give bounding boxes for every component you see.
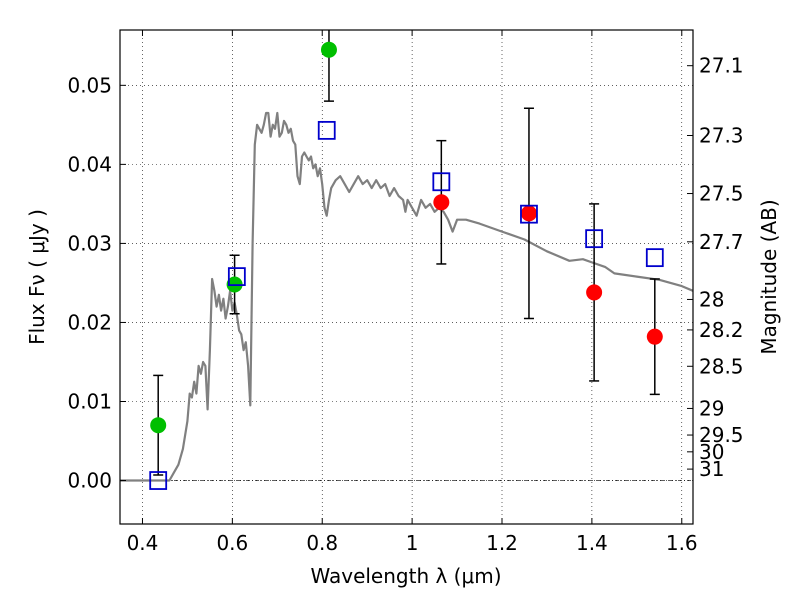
model-flux-point	[520, 204, 538, 224]
right-tick-label: 28.5	[699, 354, 744, 378]
plot-area	[120, 30, 693, 490]
right-tick-label: 29.5	[699, 423, 744, 447]
model-flux-point	[317, 120, 336, 140]
plot-frame	[119, 29, 694, 525]
x-tick-label: 0.4	[127, 531, 159, 555]
x-axis-label: Wavelength λ (μm)	[310, 564, 501, 588]
x-tick-label: 0.8	[306, 531, 338, 555]
y-tick-label: 0.05	[67, 73, 112, 97]
x-tick-label: 1.2	[486, 531, 518, 555]
right-tick-label: 27.3	[699, 123, 744, 147]
model-spectrum-line	[120, 111, 693, 482]
y-tick-label: 0.02	[67, 310, 112, 334]
x-tick-label: 1.6	[666, 531, 698, 555]
right-axis-label: Magnitude (AB)	[757, 199, 781, 354]
y-axis-label: Flux Fν ( μJy )	[25, 209, 49, 345]
model-flux-point	[149, 471, 168, 490]
x-tick-label: 1.4	[576, 531, 608, 555]
right-tick-label: 27.5	[699, 182, 744, 206]
y-tick-label: 0.01	[67, 389, 112, 413]
y-tick-label: 0.04	[67, 152, 112, 176]
x-tick-label: 1	[406, 531, 419, 555]
y-tick-label: 0.03	[67, 231, 112, 255]
right-tick-label: 27.1	[699, 54, 744, 78]
data-point	[520, 205, 537, 222]
model-flux-point	[645, 248, 664, 268]
model-flux-point	[432, 172, 451, 192]
data-point	[646, 328, 663, 345]
right-tick-label: 29	[699, 396, 724, 420]
axis-ticks: 0.4 0.6 0.8 1 1.2 1.4 1.6 0.00 0.01 0.02 0.03 0.04 0…	[67, 30, 744, 555]
data-point	[320, 41, 337, 58]
data-point	[150, 417, 167, 434]
right-tick-label: 27.7	[699, 230, 744, 254]
data-point	[433, 194, 450, 211]
right-tick-label: 28	[699, 287, 724, 311]
model-flux-point	[227, 267, 246, 287]
grid-lines	[120, 30, 693, 524]
right-tick-label: 31	[699, 457, 724, 481]
right-tick-label: 28.2	[699, 318, 744, 342]
y-tick-label: 0.00	[67, 469, 112, 493]
right-tick-label: 30	[699, 440, 724, 464]
x-tick-label: 0.6	[216, 531, 248, 555]
data-point	[586, 284, 603, 301]
model-flux-point	[585, 229, 604, 249]
